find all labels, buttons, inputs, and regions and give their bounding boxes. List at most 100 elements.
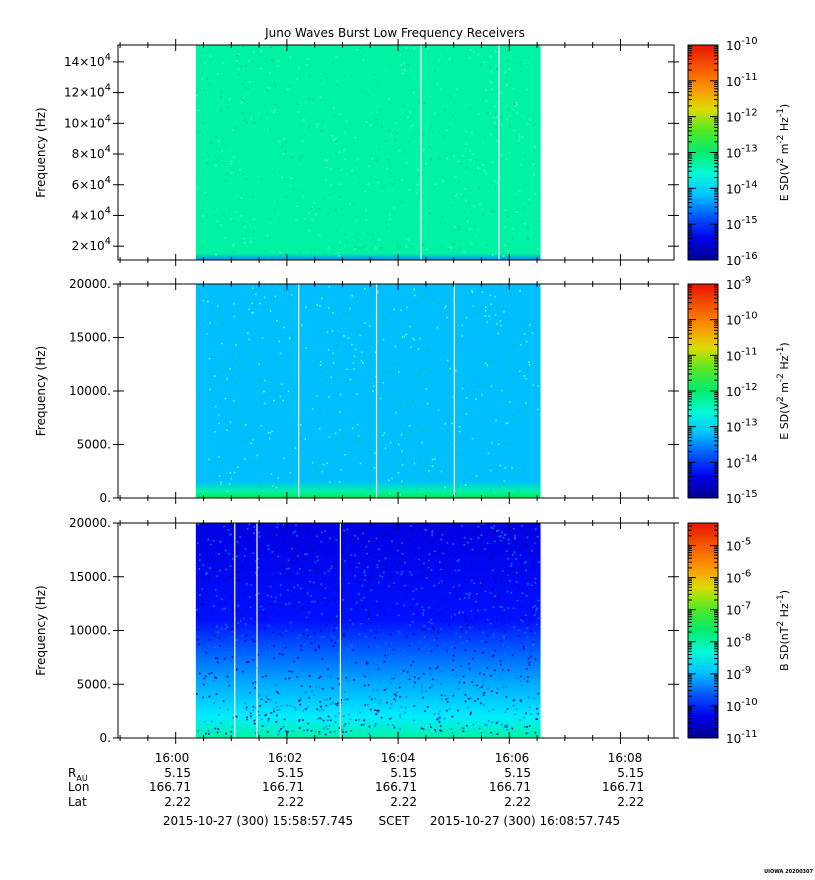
x-tick-label: 16:06: [495, 751, 530, 765]
colorbar-tick-base: 10: [726, 539, 741, 553]
noise-pixel: [417, 373, 419, 375]
noise-pixel: [431, 631, 433, 634]
noise-pixel: [471, 390, 474, 393]
noise-pixel: [354, 248, 356, 250]
noise-pixel: [406, 306, 408, 309]
noise-pixel: [279, 633, 281, 635]
noise-pixel: [400, 64, 402, 66]
noise-pixel: [536, 607, 539, 610]
noise-pixel: [253, 640, 255, 643]
noise-pixel: [293, 586, 295, 589]
noise-pixel: [276, 526, 278, 529]
colorbar-tick-label: 10-13: [726, 418, 758, 435]
noise-pixel: [490, 66, 492, 69]
noise-pixel: [472, 297, 474, 299]
noise-pixel: [363, 244, 366, 247]
noise-pixel: [393, 395, 396, 398]
noise-pixel: [438, 59, 440, 62]
noise-pixel: [412, 598, 414, 600]
noise-pixel: [321, 129, 323, 132]
noise-pixel: [443, 599, 445, 601]
noise-pixel: [390, 153, 392, 155]
noise-pixel: [243, 617, 245, 620]
noise-pixel: [407, 116, 409, 118]
noise-pixel: [213, 680, 216, 682]
noise-pixel: [302, 196, 304, 198]
y-tick-label-base: 2×10: [72, 239, 105, 253]
noise-pixel: [442, 135, 445, 137]
noise-pixel: [320, 705, 322, 708]
noise-pixel: [526, 238, 529, 240]
noise-pixel: [241, 634, 244, 637]
noise-pixel: [378, 548, 380, 550]
noise-pixel: [206, 333, 208, 335]
noise-pixel: [438, 582, 440, 584]
noise-pixel: [390, 376, 393, 379]
noise-pixel: [252, 659, 255, 661]
noise-pixel: [409, 325, 411, 328]
noise-pixel: [484, 608, 486, 611]
colorbar-tick-base: 10: [726, 636, 741, 650]
noise-pixel: [322, 463, 325, 466]
noise-pixel: [432, 548, 434, 551]
colorbar-tick-base: 10: [726, 111, 741, 125]
noise-pixel: [440, 88, 442, 91]
noise-pixel: [526, 680, 529, 683]
noise-pixel: [535, 528, 537, 531]
noise-pixel: [354, 246, 357, 249]
noise-pixel: [486, 724, 488, 727]
colorbar-tick-label: 10-13: [726, 144, 758, 161]
noise-pixel: [450, 97, 453, 100]
noise-pixel: [204, 541, 206, 544]
noise-pixel: [292, 730, 295, 732]
noise-pixel: [301, 140, 304, 142]
noise-pixel: [335, 539, 338, 541]
noise-pixel: [412, 400, 414, 402]
noise-pixel: [404, 711, 407, 714]
noise-pixel: [268, 624, 270, 627]
colorbar-tick-label: 10-7: [726, 601, 751, 618]
noise-pixel: [235, 361, 237, 364]
noise-pixel: [377, 603, 380, 605]
noise-pixel: [377, 80, 380, 82]
noise-pixel: [522, 617, 524, 619]
noise-pixel: [320, 361, 322, 363]
noise-pixel: [248, 88, 250, 90]
noise-pixel: [216, 731, 219, 734]
noise-pixel: [508, 542, 510, 545]
noise-pixel: [497, 332, 499, 335]
noise-pixel: [389, 325, 391, 328]
noise-pixel: [317, 584, 319, 587]
noise-pixel: [277, 733, 280, 736]
noise-pixel: [406, 64, 409, 66]
noise-pixel: [260, 117, 263, 119]
noise-pixel: [452, 586, 455, 588]
noise-pixel: [532, 163, 534, 166]
noise-pixel: [343, 335, 345, 337]
noise-pixel: [311, 206, 313, 208]
noise-pixel: [426, 248, 428, 251]
noise-pixel: [349, 203, 351, 205]
noise-pixel: [481, 291, 483, 293]
noise-pixel: [281, 310, 284, 312]
noise-pixel: [486, 542, 489, 545]
noise-pixel: [284, 150, 287, 152]
noise-pixel: [324, 587, 327, 590]
colorbar-tick-base: 10: [726, 218, 741, 232]
noise-pixel: [495, 581, 497, 584]
noise-pixel: [429, 723, 431, 726]
noise-pixel: [249, 677, 251, 679]
noise-pixel: [376, 647, 379, 649]
noise-pixel: [299, 438, 301, 440]
noise-pixel: [497, 595, 499, 598]
noise-pixel: [335, 440, 337, 443]
noise-pixel: [286, 704, 289, 707]
colorbar-label-sup: -2: [776, 373, 786, 382]
noise-pixel: [485, 656, 488, 659]
noise-pixel: [305, 616, 308, 619]
noise-pixel: [487, 414, 490, 417]
noise-pixel: [452, 543, 454, 545]
noise-pixel: [363, 597, 365, 599]
noise-pixel: [201, 658, 203, 661]
noise-pixel: [439, 710, 441, 712]
